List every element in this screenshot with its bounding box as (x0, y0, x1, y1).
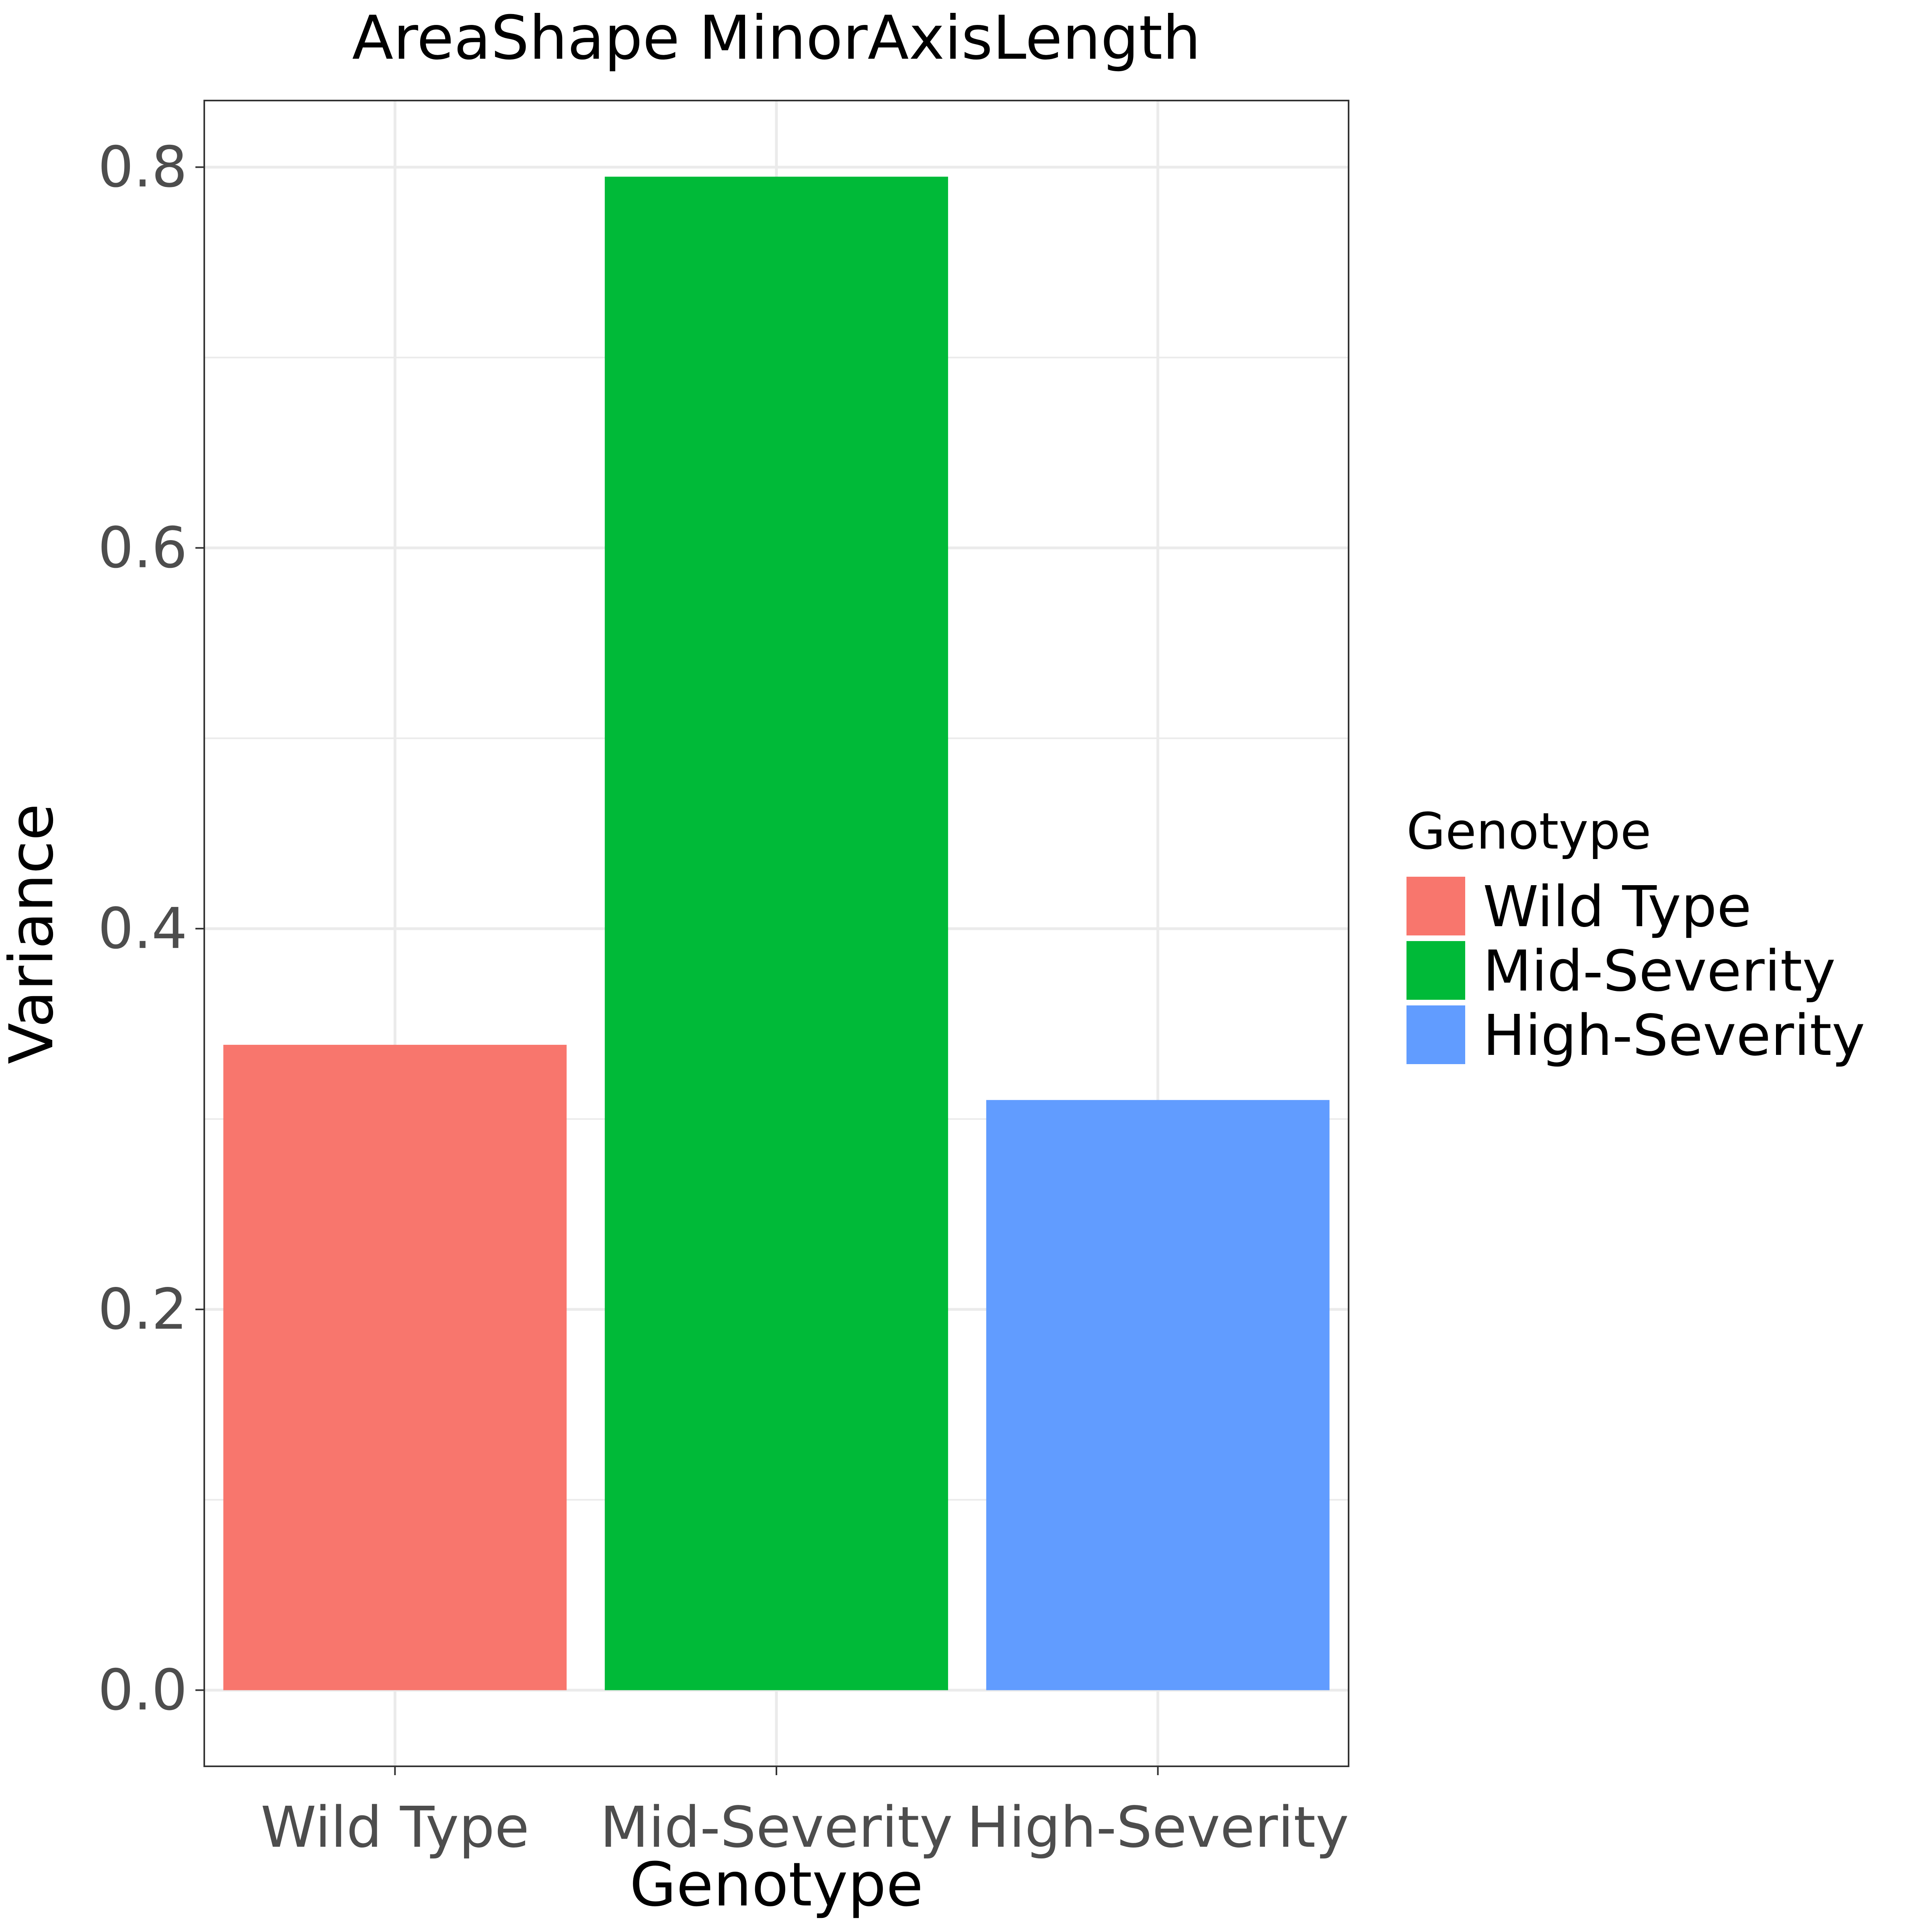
chart-title: AreaShape MinorAxisLength (352, 3, 1201, 73)
bar-wild-type (223, 1044, 567, 1690)
legend-label: Mid-Severity (1483, 939, 1836, 1004)
y-axis: 0.0 0.2 0.4 0.6 0.8 (98, 135, 204, 1723)
y-tick-label: 0.0 (98, 1658, 187, 1723)
x-tick-label: High-Severity (967, 1795, 1349, 1860)
legend-label: High-Severity (1483, 1003, 1865, 1069)
bar-mid-severity (605, 177, 948, 1690)
legend-key (1406, 941, 1465, 1000)
bars-layer (223, 177, 1330, 1690)
legend-key (1406, 1005, 1465, 1064)
y-axis-label: Variance (0, 804, 67, 1064)
legend: Genotype Wild TypeMid-SeverityHigh-Sever… (1406, 802, 1865, 1069)
legend-title: Genotype (1406, 802, 1651, 861)
legend-label: Wild Type (1483, 874, 1751, 940)
y-tick-label: 0.4 (98, 896, 187, 962)
y-tick-label: 0.2 (98, 1277, 187, 1342)
y-tick-label: 0.8 (98, 135, 187, 200)
bar-high-severity (986, 1100, 1330, 1690)
x-tick-label: Mid-Severity (600, 1795, 953, 1860)
x-tick-label: Wild Type (261, 1795, 529, 1860)
x-axis-label: Genotype (630, 1850, 923, 1920)
y-tick-label: 0.6 (98, 515, 187, 581)
x-axis: Wild Type Mid-Severity High-Severity (261, 1766, 1349, 1860)
legend-key (1406, 877, 1465, 935)
